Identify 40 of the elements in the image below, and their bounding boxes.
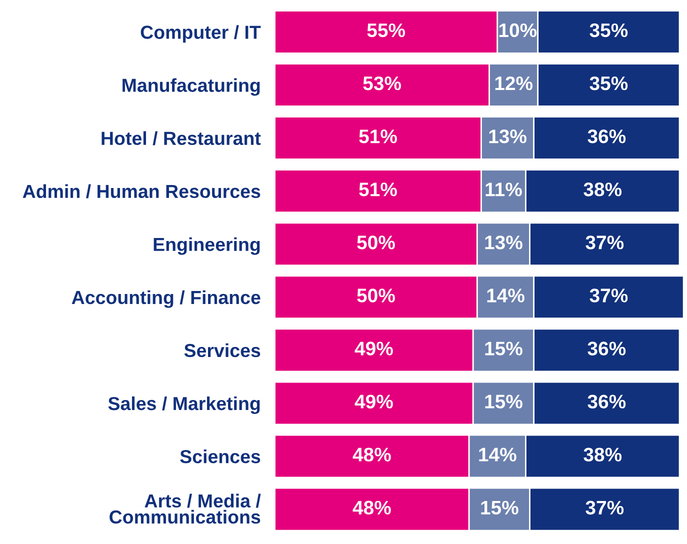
data-label: 49% [354,394,393,408]
y-tick-label: Sales / Marketing [108,396,260,414]
data-label: 38% [584,448,622,462]
data-label: 13% [489,129,526,144]
data-label: 51% [359,182,397,196]
data-label: 50% [357,236,395,250]
y-tick-label: Sciences [180,449,260,464]
y-tick-label: Accounting / Finance [72,290,260,308]
y-tick-label: Engineering [154,237,260,255]
data-label: 49% [354,342,393,356]
data-label: 11% [486,182,522,196]
y-tick-label: Services [184,343,260,358]
data-label: 14% [479,448,516,462]
data-label: 36% [588,394,626,408]
data-label: 12% [495,76,533,90]
y-tick-label: Admin / Human Resources [22,184,260,198]
data-label: 48% [352,448,391,462]
data-label: 15% [485,394,522,408]
data-label: 37% [590,288,628,302]
data-label: 53% [363,76,401,90]
y-tick-label: Hotel / Restaurant [102,131,261,146]
data-label: 50% [357,288,395,302]
data-label: 35% [590,23,628,38]
data-label: 36% [588,129,626,144]
y-tick-label: Arts / Media / Communications [110,494,261,524]
data-label: 51% [359,130,397,144]
data-label: 35% [590,76,628,90]
data-label: 14% [487,288,524,302]
data-label: 55% [367,23,406,38]
data-label: 38% [584,182,622,196]
data-label: 37% [586,500,624,515]
data-label: 48% [352,500,391,515]
data-label: 15% [481,500,518,515]
y-tick-label: Computer / IT [140,25,261,43]
data-label: 15% [485,342,522,356]
data-label: 37% [586,236,624,250]
y-tick-label: Manufacaturing [122,78,260,96]
data-label: 13% [485,236,522,250]
data-label: 36% [588,342,626,356]
data-label: 10% [499,23,537,38]
